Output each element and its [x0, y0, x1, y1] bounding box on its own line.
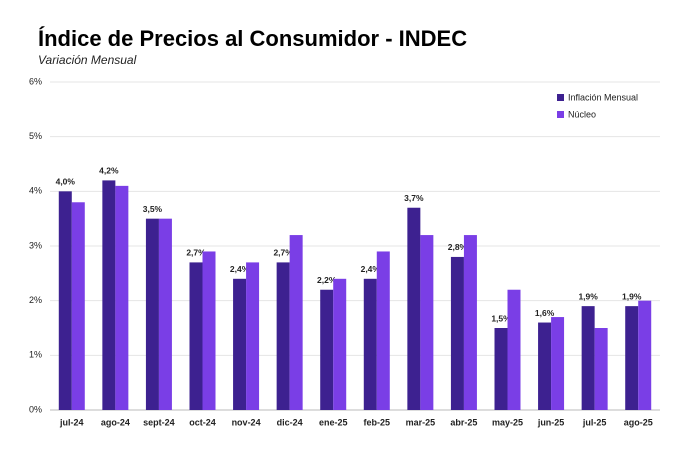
y-tick-label: 1%	[29, 350, 42, 360]
value-label: 2,2%	[317, 275, 337, 285]
bar	[158, 218, 172, 410]
value-label: 1,9%	[578, 291, 598, 301]
x-tick-label: mar-25	[406, 417, 436, 427]
y-tick-label: 3%	[29, 240, 42, 250]
legend-label: Núcleo	[568, 109, 596, 119]
y-tick-label: 4%	[29, 186, 42, 196]
legend-swatch	[557, 111, 564, 118]
x-tick-label: may-25	[492, 417, 523, 427]
bar	[463, 235, 477, 410]
bar	[538, 322, 552, 410]
x-tick-label: ene-25	[319, 417, 348, 427]
y-tick-label: 0%	[29, 404, 42, 414]
x-tick-label: jul-24	[59, 417, 84, 427]
value-label: 4,2%	[99, 166, 119, 176]
value-label: 1,6%	[535, 308, 555, 318]
bar	[115, 185, 129, 410]
value-label: 1,9%	[622, 291, 642, 301]
bar	[320, 289, 334, 410]
bar	[494, 328, 508, 410]
value-label: 2,4%	[361, 264, 381, 274]
legend-label: Inflación Mensual	[568, 92, 638, 102]
value-label: 3,7%	[404, 193, 424, 203]
bar	[276, 262, 290, 410]
bar	[363, 278, 377, 410]
value-label: 2,7%	[186, 248, 206, 258]
legend-swatch	[557, 94, 564, 101]
bar	[407, 207, 421, 410]
x-tick-label: feb-25	[364, 417, 391, 427]
x-tick-label: abr-25	[450, 417, 477, 427]
value-label: 4,0%	[56, 177, 76, 187]
x-tick-label: ago-24	[101, 417, 130, 427]
bar	[420, 235, 434, 410]
x-tick-label: nov-24	[232, 417, 261, 427]
value-label: 2,4%	[230, 264, 250, 274]
bar	[145, 218, 159, 410]
bar	[102, 180, 116, 410]
x-tick-label: jun-25	[537, 417, 565, 427]
chart-subtitle: Variación Mensual	[38, 53, 137, 67]
bar	[233, 278, 247, 410]
bar	[333, 278, 347, 410]
bar	[594, 328, 608, 410]
bar	[507, 289, 521, 410]
x-tick-label: dic-24	[277, 417, 303, 427]
y-tick-label: 6%	[29, 76, 42, 86]
value-label: 3,5%	[143, 204, 163, 214]
bar	[246, 262, 260, 410]
chart-title: Índice de Precios al Consumidor - INDEC	[38, 26, 467, 51]
value-label: 2,7%	[273, 248, 293, 258]
bar	[289, 235, 303, 410]
y-tick-label: 2%	[29, 295, 42, 305]
bar	[638, 300, 652, 410]
bar	[450, 256, 464, 410]
bar	[551, 317, 565, 410]
y-tick-label: 5%	[29, 131, 42, 141]
bar	[58, 191, 72, 410]
value-label: 2,8%	[448, 242, 468, 252]
x-tick-label: oct-24	[189, 417, 216, 427]
bar	[581, 306, 595, 410]
x-tick-label: sept-24	[143, 417, 175, 427]
x-tick-label: ago-25	[624, 417, 653, 427]
x-tick-label: jul-25	[582, 417, 607, 427]
bar	[202, 251, 216, 410]
bar	[189, 262, 203, 410]
bar	[71, 202, 85, 410]
bar	[625, 306, 639, 410]
bar	[376, 251, 390, 410]
value-label: 1,5%	[491, 313, 511, 323]
